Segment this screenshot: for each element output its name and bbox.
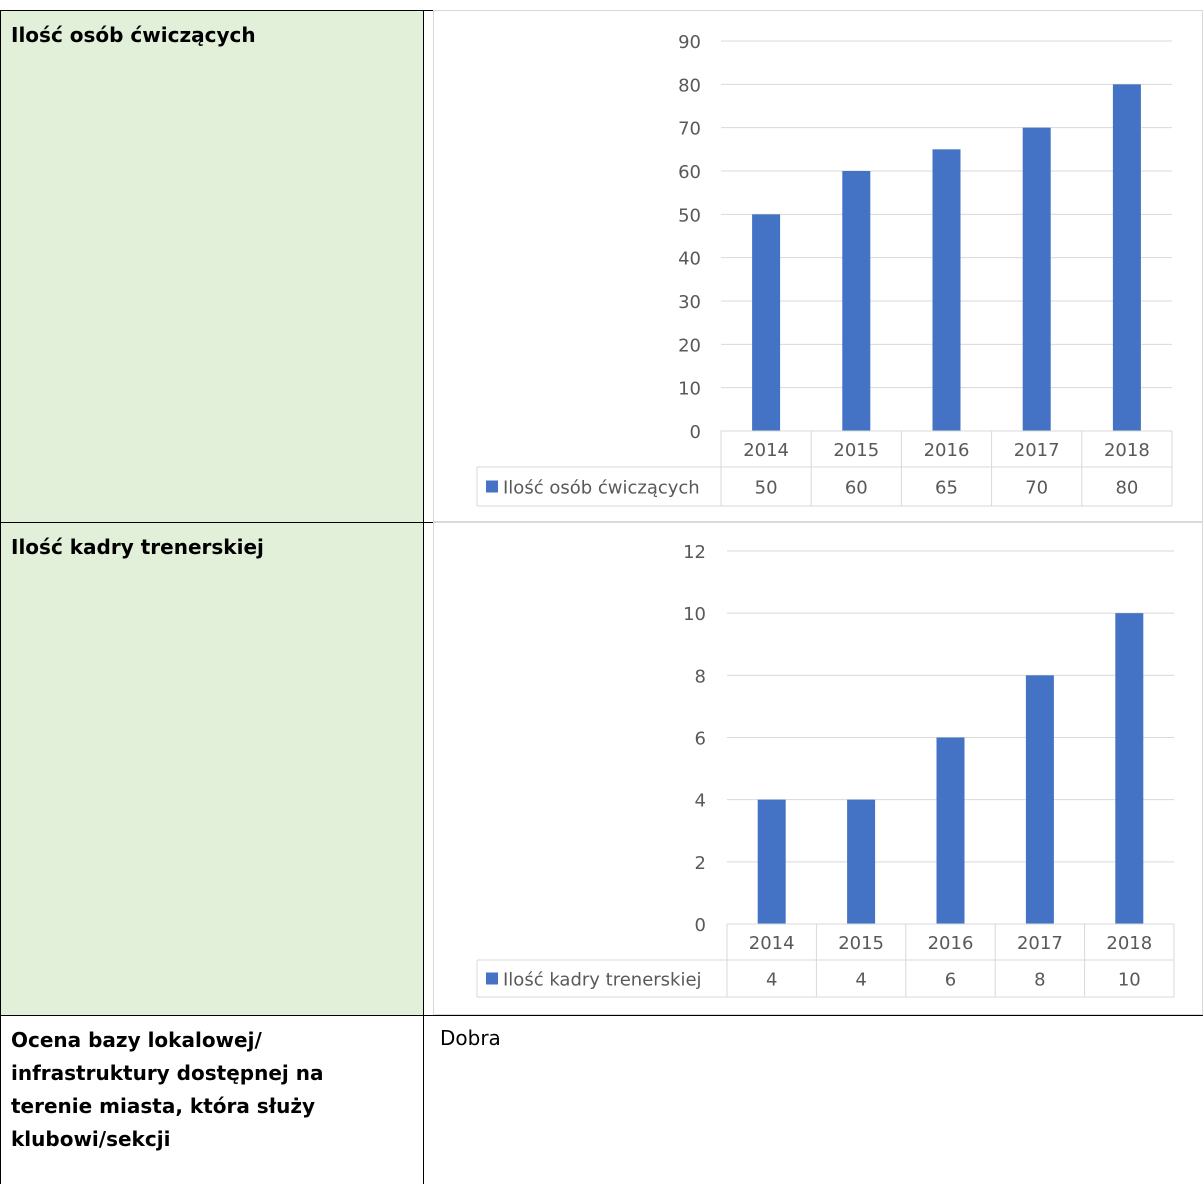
row-label-cell: Ilość kadry trenerskiej bbox=[0, 522, 424, 1015]
x-category-label: 2017 bbox=[1014, 440, 1060, 461]
chart-participants-svg: 0 10 20 30 40 50 60 70 80 90 2014 50 2015 60 2016 65 201… bbox=[476, 32, 1173, 507]
table-row: Ilość osób ćwiczących bbox=[0, 10, 1203, 522]
value-cell: Dobra bbox=[424, 1015, 1203, 1184]
data-table-value: 8 bbox=[1034, 970, 1045, 991]
x-category-label: 2018 bbox=[1104, 440, 1150, 461]
legend-key bbox=[486, 972, 498, 985]
y-tick-label: 70 bbox=[678, 119, 701, 140]
row-label-line: klubowi/sekcji bbox=[11, 1127, 171, 1151]
row-label: Ilość osób ćwiczących bbox=[11, 23, 256, 47]
y-tick-label: 2 bbox=[695, 853, 706, 874]
legend-key bbox=[486, 480, 498, 493]
row-label-line: terenie miasta, która służy bbox=[11, 1094, 316, 1118]
y-tick-label: 0 bbox=[690, 422, 701, 443]
data-table-value: 60 bbox=[845, 478, 868, 499]
chart-coaches-svg: 0 2 4 6 8 10 12 2014 4 2015 4 2016 6 2017 8 2018 10 Ilość… bbox=[476, 542, 1175, 998]
bar-2017 bbox=[1025, 675, 1054, 924]
y-tick-label: 0 bbox=[695, 915, 706, 936]
y-tick-label: 60 bbox=[678, 162, 701, 183]
bar-2016 bbox=[936, 737, 965, 924]
data-table-value: 10 bbox=[1118, 970, 1141, 991]
legend-series-name: Ilość kadry trenerskiej bbox=[503, 970, 702, 991]
x-category-label: 2018 bbox=[1106, 933, 1152, 954]
table-row: Ocena bazy lokalowej/ infrastruktury dos… bbox=[0, 1015, 1203, 1184]
y-tick-label: 10 bbox=[678, 379, 701, 400]
data-table-value: 50 bbox=[755, 478, 778, 499]
bar-2014 bbox=[752, 214, 781, 431]
bar-2017 bbox=[1022, 127, 1051, 432]
row-value: Dobra bbox=[440, 1026, 501, 1050]
y-tick-label: 30 bbox=[678, 292, 701, 313]
data-table-value: 4 bbox=[855, 970, 866, 991]
y-tick-label: 90 bbox=[678, 32, 701, 53]
x-category-label: 2016 bbox=[924, 440, 970, 461]
row-label-line: Ocena bazy lokalowej/ bbox=[11, 1028, 262, 1052]
chart-participants: 0 10 20 30 40 50 60 70 80 90 2014 50 2015 60 2016 65 201… bbox=[433, 10, 1203, 522]
row-label: Ocena bazy lokalowej/ infrastruktury dos… bbox=[11, 1024, 323, 1156]
bar-2016 bbox=[932, 149, 961, 432]
y-tick-label: 4 bbox=[695, 791, 706, 812]
row-label-cell: Ilość osób ćwiczących bbox=[0, 10, 424, 522]
row-label: Ilość kadry trenerskiej bbox=[11, 535, 264, 559]
data-table-value: 4 bbox=[766, 970, 777, 991]
y-tick-label: 50 bbox=[678, 205, 701, 226]
x-category-label: 2016 bbox=[928, 933, 974, 954]
data-table-value: 70 bbox=[1025, 478, 1048, 499]
bar-2018 bbox=[1112, 84, 1141, 431]
x-category-label: 2015 bbox=[833, 440, 879, 461]
y-tick-label: 10 bbox=[683, 604, 706, 625]
chart-coaches: 0 2 4 6 8 10 12 2014 4 2015 4 2016 6 2017 8 2018 10 Ilość… bbox=[433, 522, 1203, 1015]
y-tick-label: 8 bbox=[695, 666, 706, 687]
bar-2018 bbox=[1115, 613, 1144, 924]
y-tick-label: 80 bbox=[678, 75, 701, 96]
data-table-value: 80 bbox=[1115, 478, 1138, 499]
row-label-cell: Ocena bazy lokalowej/ infrastruktury dos… bbox=[0, 1015, 424, 1184]
x-category-label: 2017 bbox=[1017, 933, 1063, 954]
y-tick-label: 40 bbox=[678, 249, 701, 270]
y-tick-label: 20 bbox=[678, 335, 701, 356]
y-tick-label: 6 bbox=[695, 729, 706, 750]
bar-2015 bbox=[847, 799, 876, 924]
data-table-value: 65 bbox=[935, 478, 958, 499]
bar-2015 bbox=[842, 171, 871, 431]
x-category-label: 2014 bbox=[749, 933, 795, 954]
x-category-label: 2014 bbox=[743, 440, 789, 461]
row-label-line: infrastruktury dostępnej na bbox=[11, 1061, 324, 1085]
bar-2014 bbox=[757, 799, 786, 924]
y-tick-label: 12 bbox=[683, 542, 706, 563]
x-category-label: 2015 bbox=[838, 933, 884, 954]
table-row: Ilość kadry trenerskiej bbox=[0, 522, 1203, 1015]
data-table-value: 6 bbox=[945, 970, 956, 991]
legend-series-name: Ilość osób ćwiczących bbox=[503, 478, 700, 499]
